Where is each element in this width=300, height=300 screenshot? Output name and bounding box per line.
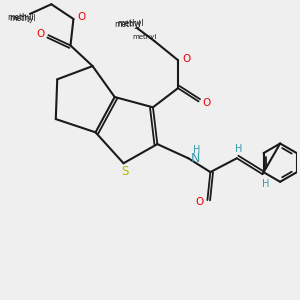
Text: S: S <box>121 165 129 178</box>
Text: O: O <box>203 98 211 108</box>
Text: methyl: methyl <box>8 13 34 22</box>
Text: O: O <box>36 29 44 39</box>
Text: methyl: methyl <box>132 34 156 40</box>
Text: N: N <box>190 152 200 165</box>
Text: O: O <box>78 13 86 22</box>
Text: H: H <box>262 179 269 190</box>
Text: O: O <box>195 196 203 206</box>
Text: methyl: methyl <box>114 20 141 29</box>
Text: H: H <box>193 145 200 155</box>
Text: O: O <box>182 54 190 64</box>
Text: methyl: methyl <box>118 19 144 28</box>
Text: H: H <box>235 144 242 154</box>
Text: methyl: methyl <box>9 14 36 22</box>
